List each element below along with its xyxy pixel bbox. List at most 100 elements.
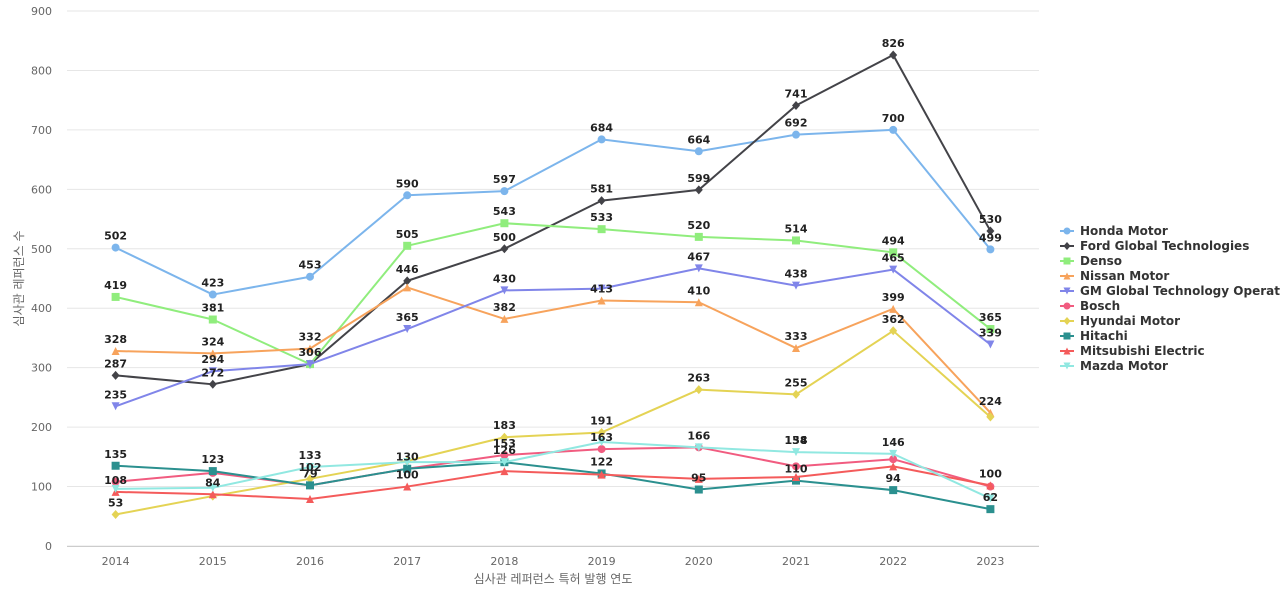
- data-point: [694, 443, 703, 452]
- data-label: 235: [104, 388, 127, 401]
- legend-marker: [1063, 332, 1071, 340]
- data-label: 130: [396, 451, 419, 464]
- legend-item: GM Global Technology Operat...: [1060, 284, 1280, 298]
- data-point: [694, 474, 703, 483]
- data-label: 110: [785, 463, 808, 476]
- data-labels: 502 423 453 590 597 684 664 692 700 499 287 272 306 4…: [104, 37, 1002, 510]
- y-tick-label: 900: [31, 5, 52, 18]
- series-line: [115, 465, 991, 501]
- data-point: [889, 125, 898, 134]
- data-point: [306, 481, 314, 490]
- series-line: [115, 286, 992, 414]
- y-tick-label: 500: [31, 243, 52, 256]
- series-line: [115, 222, 992, 366]
- data-point: [208, 379, 217, 389]
- data-point: [208, 483, 217, 492]
- data-point: [889, 462, 898, 471]
- data-label: 410: [687, 284, 710, 297]
- x-axis-title: 심사관 레퍼런스 특허 발행 연도: [474, 571, 633, 586]
- data-label: 153: [493, 437, 516, 450]
- data-label: 191: [590, 414, 613, 427]
- legend-label: Ford Global Technologies: [1080, 239, 1249, 253]
- data-point: [597, 427, 606, 437]
- data-label: 100: [979, 467, 1002, 480]
- data-label: 533: [590, 211, 613, 224]
- data-label: 684: [590, 121, 613, 134]
- data-point: [889, 455, 898, 464]
- data-label: 134: [785, 434, 808, 447]
- data-label: 446: [396, 263, 419, 276]
- data-label: 328: [104, 333, 127, 346]
- data-point: [792, 462, 800, 471]
- data-label: 339: [979, 326, 1002, 339]
- data-label: 599: [687, 172, 710, 185]
- data-point: [111, 243, 120, 252]
- data-point: [889, 248, 898, 257]
- data-point: [597, 225, 606, 234]
- data-point: [889, 326, 898, 336]
- data-point: [306, 360, 314, 369]
- data-label: 62: [983, 491, 998, 504]
- data-label: 163: [590, 431, 613, 444]
- data-label: 294: [201, 353, 224, 366]
- data-label: 53: [108, 496, 123, 509]
- legend-item: Mitsubishi Electric: [1060, 344, 1205, 358]
- data-label: 438: [785, 268, 808, 281]
- data-label: 467: [687, 250, 710, 263]
- data-point: [792, 101, 800, 111]
- data-label: 166: [687, 429, 710, 442]
- series-mitsubishi-electric: [111, 462, 995, 504]
- data-point: [597, 437, 606, 446]
- data-label: 500: [493, 231, 516, 244]
- data-point: [694, 232, 703, 241]
- data-point: [500, 187, 509, 196]
- data-label: 530: [979, 213, 1002, 226]
- y-tick-label: 400: [31, 302, 52, 315]
- data-label: 306: [299, 346, 322, 359]
- data-point: [597, 445, 606, 454]
- data-point: [111, 484, 120, 493]
- data-point: [792, 473, 800, 482]
- data-point: [500, 458, 509, 467]
- x-tick-label: 2022: [879, 555, 907, 568]
- data-point: [403, 464, 412, 473]
- data-point: [597, 196, 606, 206]
- data-label: 102: [299, 461, 322, 474]
- legend-label: Mitsubishi Electric: [1080, 344, 1205, 358]
- legend-item: Bosch: [1060, 299, 1120, 313]
- data-point: [986, 494, 995, 503]
- series-line: [115, 329, 992, 516]
- y-tick-label: 100: [31, 481, 52, 494]
- data-label: 664: [687, 133, 710, 146]
- data-label: 590: [396, 177, 419, 190]
- data-point: [986, 340, 995, 349]
- data-point: [403, 458, 412, 467]
- data-point: [208, 367, 217, 376]
- data-point: [208, 490, 217, 499]
- series-denso: [111, 219, 995, 369]
- y-tick-label: 800: [31, 64, 52, 77]
- x-tick-label: 2014: [102, 555, 130, 568]
- data-point: [597, 284, 606, 293]
- data-point: [403, 482, 412, 491]
- legend-marker: [1063, 257, 1071, 265]
- series-line: [115, 128, 992, 296]
- legend-item: Hyundai Motor: [1060, 314, 1180, 328]
- data-label: 362: [882, 313, 905, 326]
- data-label: 365: [979, 311, 1002, 324]
- data-point: [208, 467, 217, 476]
- data-point: [403, 241, 412, 250]
- legend-item: Honda Motor: [1060, 224, 1168, 238]
- y-tick-label: 0: [45, 540, 52, 553]
- series-lines: [111, 50, 995, 519]
- data-point: [111, 370, 120, 380]
- legend-marker: [1063, 347, 1071, 355]
- data-label: 505: [396, 228, 419, 241]
- data-label: 581: [590, 183, 613, 196]
- data-label: 324: [201, 335, 224, 348]
- data-point: [597, 470, 606, 479]
- data-point: [208, 315, 217, 324]
- data-point: [403, 325, 412, 334]
- y-tick-label: 200: [31, 421, 52, 434]
